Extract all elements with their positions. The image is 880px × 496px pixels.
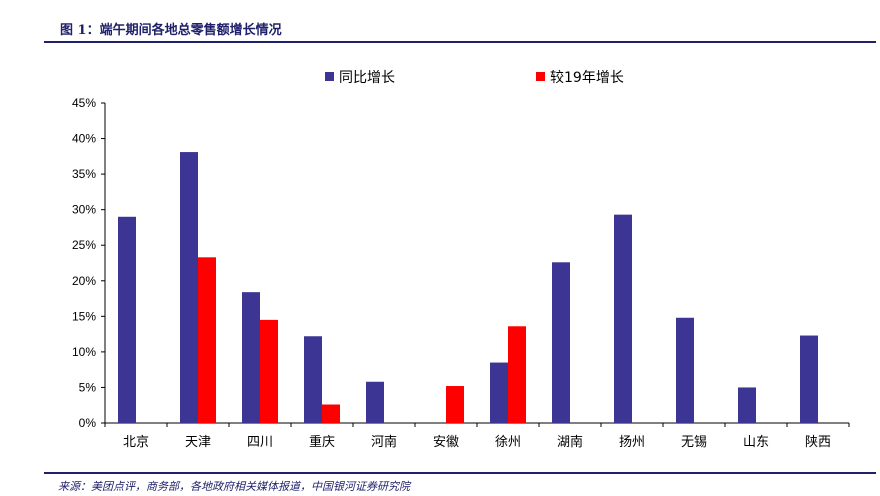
- bar-series-1: [118, 216, 136, 423]
- bar-series-2: [446, 386, 464, 423]
- source-note: 来源：美团点评，商务部，各地政府相关媒体报道，中国银河证券研究院: [58, 480, 410, 493]
- bar-series-1: [738, 387, 756, 423]
- y-tick-label: 20%: [72, 274, 96, 288]
- category-label: 天津: [185, 435, 211, 450]
- category-label: 无锡: [681, 435, 707, 450]
- bar-series-1: [304, 336, 322, 423]
- y-tick-label: 45%: [72, 96, 96, 110]
- category-label: 四川: [247, 435, 273, 450]
- y-tick-label: 5%: [79, 380, 97, 394]
- y-tick-label: 15%: [72, 309, 96, 323]
- category-label: 北京: [123, 435, 149, 450]
- bar-series-2: [508, 326, 526, 423]
- y-tick-label: 30%: [72, 203, 96, 217]
- category-label: 徐州: [495, 435, 521, 450]
- bar-series-1: [800, 335, 818, 423]
- legend: 同比增长 较19年增长: [325, 70, 624, 86]
- bar-series-1: [242, 292, 260, 423]
- bar-series-2: [260, 319, 278, 423]
- top-rule: [44, 41, 876, 43]
- y-tick-label: 40%: [72, 132, 96, 146]
- category-label: 陕西: [805, 435, 831, 450]
- labels: 0% 5% 10% 15% 20% 25% 30% 35% 40% 45% 北京 天津 四川 重庆 河南 安徽…: [72, 96, 831, 450]
- bars: [118, 152, 818, 424]
- category-label: 山东: [743, 435, 769, 450]
- category-label: 扬州: [619, 435, 645, 450]
- bar-series-1: [366, 381, 384, 423]
- legend-label-series-2: 较19年增长: [550, 70, 624, 86]
- bar-series-1: [676, 317, 694, 423]
- figure-title: 图 1：端午期间各地总零售额增长情况: [60, 23, 282, 38]
- category-label: 安徽: [433, 435, 459, 450]
- y-tick-label: 10%: [72, 345, 96, 359]
- bottom-rule: [44, 472, 876, 474]
- bar-series-1: [614, 214, 632, 423]
- legend-label-series-1: 同比增长: [339, 70, 395, 86]
- category-label: 河南: [371, 434, 397, 450]
- bar-series-1: [180, 152, 198, 424]
- category-label: 湖南: [557, 434, 583, 450]
- bar-series-1: [552, 262, 570, 423]
- y-tick-label: 0%: [79, 416, 97, 430]
- y-tick-label: 25%: [72, 238, 96, 252]
- legend-swatch-series-1: [325, 72, 334, 81]
- bar-series-1: [490, 362, 508, 423]
- legend-swatch-series-2: [536, 72, 545, 81]
- y-tick-label: 35%: [72, 167, 96, 181]
- bar-series-2: [198, 257, 216, 423]
- axes: [101, 102, 850, 427]
- bar-series-2: [322, 404, 340, 423]
- category-label: 重庆: [309, 434, 335, 450]
